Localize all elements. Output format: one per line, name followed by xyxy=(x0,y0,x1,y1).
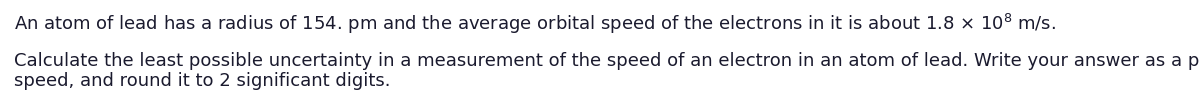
Text: Calculate the least possible uncertainty in a measurement of the speed of an ele: Calculate the least possible uncertainty… xyxy=(14,52,1200,70)
Text: speed, and round it to 2 significant digits.: speed, and round it to 2 significant dig… xyxy=(14,72,390,90)
Text: An atom of lead has a radius of 154. pm and the average orbital speed of the ele: An atom of lead has a radius of 154. pm … xyxy=(14,12,1056,36)
